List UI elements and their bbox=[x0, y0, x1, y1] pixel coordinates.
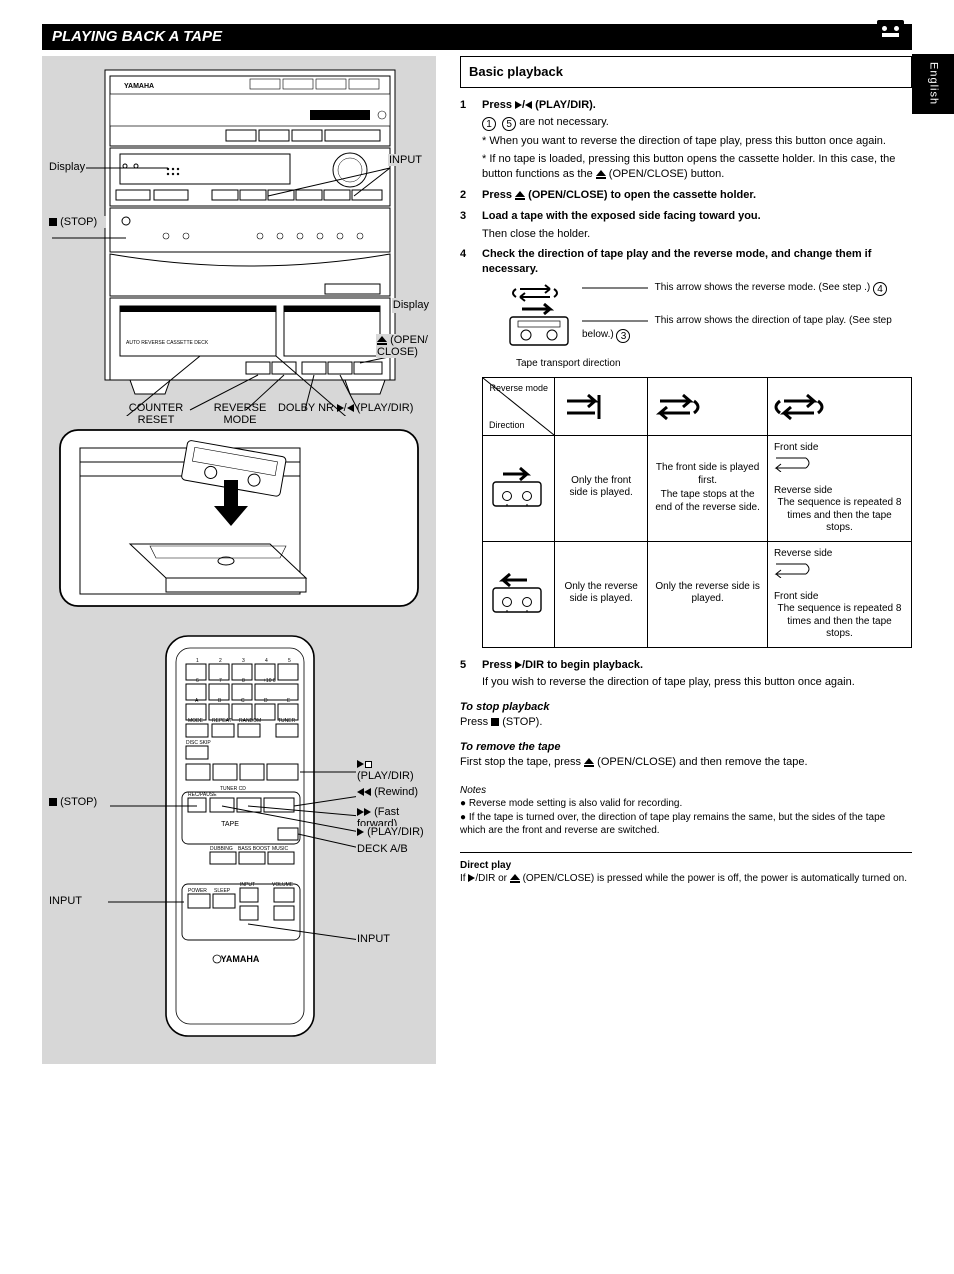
remote-diagram: TAPE YAMAHA bbox=[50, 630, 428, 1050]
remote-label-rew: (Rewind) bbox=[356, 786, 426, 798]
svg-text:C: C bbox=[241, 698, 245, 704]
step-2: 2 Press (OPEN/CLOSE) to open the cassett… bbox=[460, 188, 912, 203]
label-counter-reset: COUNTER RESET bbox=[116, 402, 196, 426]
label-input: INPUT bbox=[388, 154, 430, 166]
svg-text:TUNER: TUNER bbox=[278, 718, 296, 724]
instructions: Basic playback 1 Press / (PLAY/DIR). 1 t… bbox=[460, 56, 912, 1064]
stop-playback-heading: To stop playback bbox=[460, 700, 912, 715]
svg-text:VOLUME: VOLUME bbox=[272, 882, 294, 888]
svg-text:MUSIC: MUSIC bbox=[272, 846, 289, 852]
label-play-dir-main: / (PLAY/DIR) bbox=[332, 402, 418, 414]
label-reverse-mode: REVERSE MODE bbox=[200, 402, 280, 426]
svg-text:SLEEP: SLEEP bbox=[214, 888, 231, 894]
notes: Notes ● Reverse mode setting is also val… bbox=[460, 784, 912, 838]
step-3: 3 Load a tape with the exposed side faci… bbox=[460, 209, 912, 242]
page-number: E-21 bbox=[829, 24, 852, 39]
svg-text:3: 3 bbox=[242, 658, 245, 664]
remote-label-play2: (PLAY/DIR) bbox=[356, 826, 426, 838]
svg-text:RANDOM: RANDOM bbox=[239, 718, 261, 724]
remove-tape-heading: To remove the tape bbox=[460, 740, 912, 755]
step-5: 5 Press /DIR to begin playback. If you w… bbox=[460, 658, 912, 691]
cassette-icon bbox=[877, 20, 904, 41]
svg-text:D: D bbox=[264, 698, 268, 704]
direction-icon bbox=[504, 281, 574, 351]
illustration-panel: YAMAHA bbox=[42, 56, 436, 1064]
svg-text:INPUT: INPUT bbox=[240, 882, 255, 888]
svg-text:8: 8 bbox=[242, 678, 245, 684]
stereo-diagram: YAMAHA bbox=[50, 66, 428, 416]
remote-label-input2: INPUT bbox=[356, 932, 391, 947]
stereo-svg: YAMAHA bbox=[50, 66, 428, 416]
svg-text:YAMAHA: YAMAHA bbox=[221, 954, 260, 964]
svg-text:DISC SKIP: DISC SKIP bbox=[186, 740, 211, 746]
svg-text:+10 0: +10 0 bbox=[263, 678, 276, 684]
svg-text:YAMAHA: YAMAHA bbox=[124, 83, 154, 90]
svg-text:TUNER CD: TUNER CD bbox=[220, 786, 246, 792]
svg-text:POWER: POWER bbox=[188, 888, 207, 894]
svg-text:BASS BOOST: BASS BOOST bbox=[238, 846, 270, 852]
svg-text:TAPE: TAPE bbox=[221, 821, 239, 828]
language-tab: English bbox=[912, 54, 954, 114]
svg-text:AUTO REVERSE CASSETTE DECK: AUTO REVERSE CASSETTE DECK bbox=[126, 340, 209, 346]
svg-text:MODE: MODE bbox=[188, 718, 204, 724]
remote-label-deck: DECK A/B bbox=[356, 842, 409, 857]
reverse-mode-table: Reverse mode Direction bbox=[482, 377, 912, 648]
label-open-close: (OPEN/ CLOSE) bbox=[376, 334, 430, 358]
svg-text:DUBBING: DUBBING bbox=[210, 846, 233, 852]
label-stop: (STOP) bbox=[48, 216, 106, 228]
label-display2: Display bbox=[392, 298, 430, 313]
svg-text:5: 5 bbox=[288, 658, 291, 664]
step-4: 4 Check the direction of tape play and t… bbox=[460, 247, 912, 647]
svg-text:1: 1 bbox=[196, 658, 199, 664]
svg-text:6: 6 bbox=[196, 678, 199, 684]
label-dolby: DOLBY NR bbox=[276, 402, 336, 414]
svg-text:REPEAT: REPEAT bbox=[212, 718, 232, 724]
svg-text:2: 2 bbox=[219, 658, 222, 664]
svg-text:REC/PAUSE: REC/PAUSE bbox=[188, 792, 217, 798]
svg-text:4: 4 bbox=[265, 658, 268, 664]
transport-dir-label: Tape transport direction bbox=[516, 357, 912, 371]
remote-label-play: (PLAY/DIR) bbox=[356, 758, 424, 782]
remote-label-stop: (STOP) bbox=[48, 796, 110, 808]
direct-play: Direct play If /DIR or (OPEN/CLOSE) is p… bbox=[460, 852, 912, 886]
label-display: Display bbox=[48, 160, 86, 175]
page-title: PLAYING BACK A TAPE bbox=[42, 24, 912, 50]
step-1: 1 Press / (PLAY/DIR). 1 to are not neces… bbox=[460, 98, 912, 182]
remote-label-input: INPUT bbox=[48, 894, 83, 909]
insert-tape-diagram bbox=[50, 424, 428, 614]
section-heading: Basic playback bbox=[460, 56, 912, 88]
svg-text:7: 7 bbox=[219, 678, 222, 684]
